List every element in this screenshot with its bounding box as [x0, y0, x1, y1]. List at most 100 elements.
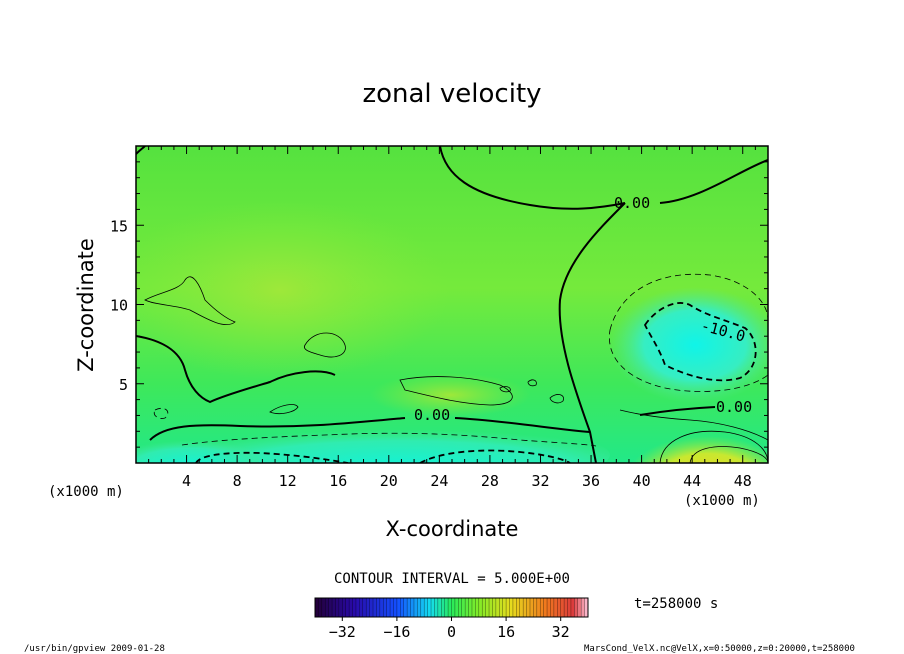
contour-label-east: 0.00: [716, 398, 752, 416]
colorbar-tick-label: −32: [329, 623, 356, 641]
colorbar-cell: [359, 598, 364, 617]
colorbar-ticks: −32 −16 0 16 32: [329, 617, 570, 641]
colorbar-cell: [444, 598, 449, 617]
x-tick-label: 28: [481, 472, 499, 490]
yellow-region: [625, 420, 768, 463]
contour-label-top: 0.00: [614, 194, 650, 212]
contour-pos-west: [144, 276, 236, 326]
colorbar-cell: [417, 598, 422, 617]
contour-neg-5-east: [608, 273, 768, 392]
colorbar-cell: [516, 598, 521, 617]
colorbar-cell: [526, 598, 531, 617]
colorbar-cell: [424, 598, 429, 617]
colorbar-cell: [393, 598, 398, 617]
colorbar-cell: [441, 598, 446, 617]
contour-pos-east-3: [619, 409, 768, 441]
colorbar-cell: [410, 598, 415, 617]
colorbar-cell: [482, 598, 487, 617]
colorbar-cell: [509, 598, 514, 617]
plot-area: 0.00 0.00 0.00 -10.0: [136, 146, 768, 463]
colorbar-cell: [315, 598, 319, 617]
contour-zero-top-right: [659, 159, 768, 204]
colorbar-cell: [454, 598, 459, 617]
y-axis-ticks: 5 10 15: [110, 145, 768, 464]
colorbar-cell: [431, 598, 435, 617]
colorbar-cell: [557, 598, 562, 617]
colorbar-cell: [461, 598, 466, 617]
light-region-upper: [136, 200, 450, 380]
y-tick-label: 15: [110, 217, 128, 235]
x-tick-label: 40: [633, 472, 651, 490]
colorbar-cell: [383, 598, 388, 617]
colorbar-cell: [512, 598, 517, 617]
colorbar-cell: [502, 598, 507, 617]
colorbar-cell: [373, 598, 377, 617]
colorbar-cell: [529, 598, 534, 617]
colorbar-cell: [448, 598, 452, 617]
colorbar-cell: [386, 598, 391, 617]
colorbar-cell: [376, 598, 381, 617]
footer-right: MarsCond_VelX.nc@VelX,x=0:50000,z=0:2000…: [584, 644, 855, 654]
colorbar-cell: [390, 598, 394, 617]
x-tick-label: 32: [531, 472, 549, 490]
x-tick-label: 8: [233, 472, 242, 490]
colorbar-cell: [506, 598, 511, 617]
contour-neg-10-bottom: [195, 451, 349, 463]
colorbar-cell: [523, 598, 528, 617]
colorbar-cell: [560, 598, 565, 617]
colorbar-cell: [478, 598, 483, 617]
contour-lines-positive: [144, 276, 768, 463]
contour-neg-10-east: [643, 302, 757, 382]
colorbar-cell: [396, 598, 401, 617]
y-tick-label: 10: [110, 297, 128, 315]
light-region-mid: [370, 373, 530, 417]
cyan-region-bottom: [190, 423, 610, 463]
footer-left: /usr/bin/gpview 2009-01-28: [24, 644, 165, 654]
colorbar-cell: [475, 598, 480, 617]
colorbar-cell: [366, 598, 371, 617]
x-tick-label: 24: [430, 472, 448, 490]
colorbar-cell: [437, 598, 442, 617]
x-tick-label: 36: [582, 472, 600, 490]
x-tick-label: 48: [734, 472, 752, 490]
colorbar-cell: [427, 598, 432, 617]
colorbar-cell: [369, 598, 374, 617]
colorbar-cell: [577, 598, 582, 617]
contour-zero-east-lower: [639, 406, 716, 416]
colorbar-cell: [519, 598, 524, 617]
contour-pos-cell-5: [549, 394, 564, 404]
colorbar-cell: [495, 598, 500, 617]
colorbar-cell: [564, 598, 569, 617]
colorbar-cell: [434, 598, 439, 617]
x-axis-unit-right: (x1000 m): [684, 493, 760, 509]
cyan-region-east: [610, 287, 768, 403]
colorbar-cell: [420, 598, 425, 617]
colorbar-cell: [581, 598, 586, 617]
colorbar-cell: [362, 598, 367, 617]
colorbar-cell: [543, 598, 548, 617]
colorbar-cell: [489, 598, 493, 617]
colorbar-tick-label: 16: [497, 623, 515, 641]
x-tick-label: 44: [683, 472, 701, 490]
colorbar-cell: [403, 598, 408, 617]
colorbar-cell: [499, 598, 504, 617]
x-tick-label: 20: [380, 472, 398, 490]
y-axis-label: Z-coordinate: [74, 238, 98, 372]
contour-pos-cell-4: [527, 379, 537, 387]
x-tick-label: 16: [329, 472, 347, 490]
chart-title: zonal velocity: [362, 79, 541, 109]
colorbar-cell: [328, 598, 333, 617]
colorbar-cell: [321, 598, 326, 617]
time-label: t=258000 s: [634, 596, 718, 612]
colorbar-cell: [536, 598, 541, 617]
colorbar-cell: [451, 598, 456, 617]
colorbar-tick-label: 32: [552, 623, 570, 641]
x-axis-unit-left: (x1000 m): [48, 484, 124, 500]
colorbar-tick-label: 0: [447, 623, 456, 641]
colorbar-cell: [352, 598, 357, 617]
colorbar-cell: [342, 598, 347, 617]
contour-pos-cell-2: [269, 404, 299, 415]
colorbar-cell: [355, 598, 360, 617]
contour-label-mid: 0.00: [414, 406, 450, 424]
